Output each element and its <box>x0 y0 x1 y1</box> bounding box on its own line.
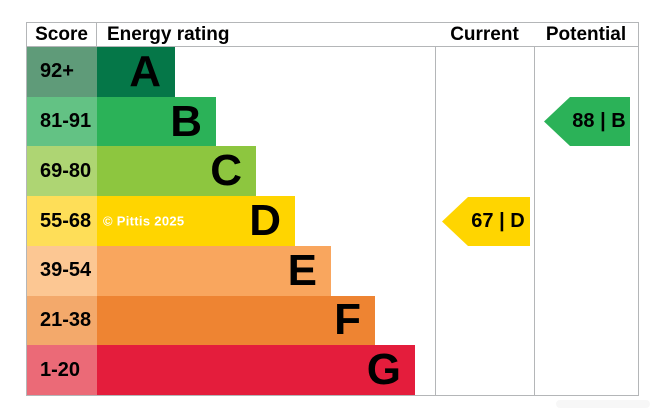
score-range: 1-20 <box>27 345 97 396</box>
rating-row-d: 55-68 D © Pittis 2025 <box>27 196 435 246</box>
score-column-header: Score <box>27 23 97 46</box>
current-column-header: Current <box>450 24 519 45</box>
current-rating-arrow: 67 | D <box>442 197 530 246</box>
score-range: 69-80 <box>27 146 97 197</box>
score-range: 21-38 <box>27 295 97 346</box>
rating-bar-f: F <box>97 295 375 346</box>
potential-column-divider <box>534 22 535 396</box>
rating-row-f: 21-38 F <box>27 295 435 346</box>
rating-bar-g: G <box>97 345 415 396</box>
rating-bar-c: C <box>97 146 256 197</box>
rating-bar-d: D <box>97 196 295 246</box>
rating-row-e: 39-54 E <box>27 245 435 296</box>
score-range: 55-68 <box>27 196 97 246</box>
table-header: Score Energy rating Current Potential <box>27 23 638 47</box>
faint-watermark <box>556 400 650 408</box>
energy-rating-column-header: Energy rating <box>107 24 230 45</box>
table-frame <box>26 22 639 396</box>
rating-bar-b: B <box>97 96 216 147</box>
score-range: 92+ <box>27 47 97 97</box>
rating-bar-e: E <box>97 245 331 296</box>
rating-row-g: 1-20 G <box>27 345 435 396</box>
copyright-watermark: © Pittis 2025 <box>103 213 185 229</box>
score-range: 39-54 <box>27 245 97 296</box>
rating-row-c: 69-80 C <box>27 146 435 197</box>
potential-column-header: Potential <box>545 24 627 45</box>
rating-row-a: 92+ A <box>27 47 435 97</box>
rating-bar-a: A <box>97 47 175 97</box>
rating-row-b: 81-91 B <box>27 96 435 147</box>
score-range: 81-91 <box>27 96 97 147</box>
rating-rows: 92+ A 81-91 B 69-80 C 55-68 D © Pittis 2… <box>27 47 435 396</box>
current-column-divider <box>435 22 436 396</box>
